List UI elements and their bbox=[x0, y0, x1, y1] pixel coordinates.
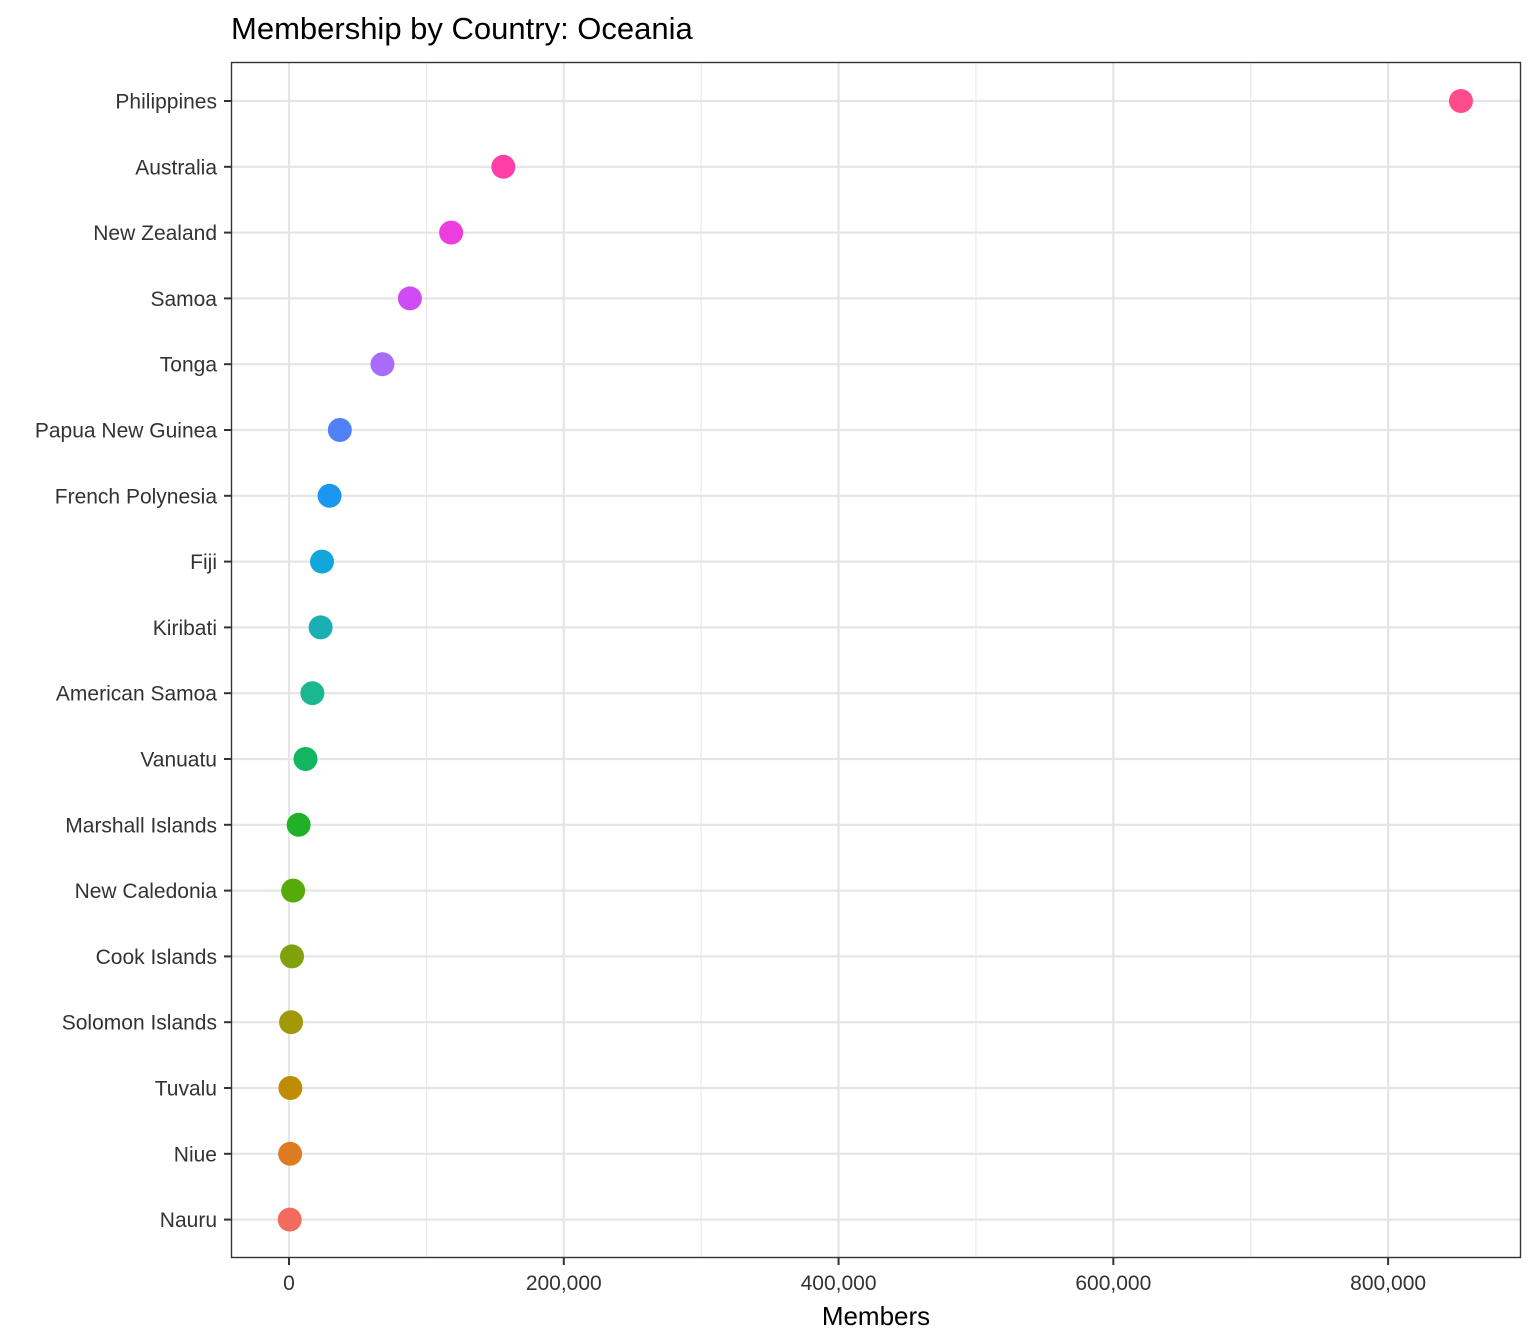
x-tick-label: 200,000 bbox=[526, 1272, 602, 1295]
y-tick-label: Niue bbox=[174, 1143, 217, 1166]
x-tick-label: 600,000 bbox=[1075, 1272, 1151, 1295]
x-tick-label: 800,000 bbox=[1350, 1272, 1426, 1295]
data-point bbox=[309, 549, 334, 574]
y-tick-label: New Caledonia bbox=[75, 880, 218, 903]
y-tick-label: French Polynesia bbox=[55, 485, 218, 508]
x-axis: 0 200,000 400,000 600,000 800,000 bbox=[283, 1258, 1426, 1295]
y-tick-label: Marshall Islands bbox=[65, 814, 217, 837]
y-tick-label: Cook Islands bbox=[96, 946, 217, 969]
y-tick-label: Solomon Islands bbox=[62, 1012, 217, 1035]
plot-panel-border bbox=[230, 61, 1522, 1259]
data-point bbox=[300, 681, 325, 706]
y-tick-label: Tonga bbox=[160, 354, 218, 377]
y-tick-label: Australia bbox=[135, 156, 217, 179]
data-point bbox=[280, 944, 305, 969]
y-tick-label: Philippines bbox=[115, 91, 217, 114]
y-tick-label: Tuvalu bbox=[155, 1078, 217, 1101]
data-point bbox=[327, 418, 352, 442]
data-point bbox=[370, 352, 395, 377]
y-tick-label: Nauru bbox=[160, 1209, 217, 1232]
data-point bbox=[317, 483, 342, 508]
data-points bbox=[277, 89, 1473, 1232]
y-tick-label: Vanuatu bbox=[140, 749, 217, 772]
x-axis-title: Members bbox=[822, 1301, 930, 1331]
data-point bbox=[439, 220, 464, 245]
data-point bbox=[281, 878, 306, 903]
data-point bbox=[286, 812, 311, 837]
data-point bbox=[278, 1076, 303, 1100]
data-point bbox=[277, 1207, 302, 1232]
data-point bbox=[308, 615, 333, 640]
y-tick-label: Kiribati bbox=[153, 617, 217, 640]
chart-title: Membership by Country: Oceania bbox=[231, 11, 694, 46]
grid-lines bbox=[232, 63, 1520, 1257]
data-point bbox=[491, 154, 516, 179]
y-tick-label: American Samoa bbox=[56, 683, 217, 706]
y-tick-label: Fiji bbox=[190, 551, 217, 574]
y-tick-label: Samoa bbox=[150, 288, 217, 311]
data-point bbox=[279, 1010, 304, 1035]
data-point bbox=[397, 286, 422, 311]
data-point bbox=[1448, 89, 1473, 113]
x-tick-label: 0 bbox=[283, 1272, 295, 1295]
y-tick-label: Papua New Guinea bbox=[35, 420, 217, 443]
data-point bbox=[278, 1141, 303, 1166]
data-point bbox=[293, 747, 318, 771]
y-tick-label: New Zealand bbox=[93, 222, 217, 245]
y-axis: Philippines Australia New Zealand Samoa Tong… bbox=[35, 91, 231, 1232]
x-tick-label: 400,000 bbox=[801, 1272, 877, 1295]
